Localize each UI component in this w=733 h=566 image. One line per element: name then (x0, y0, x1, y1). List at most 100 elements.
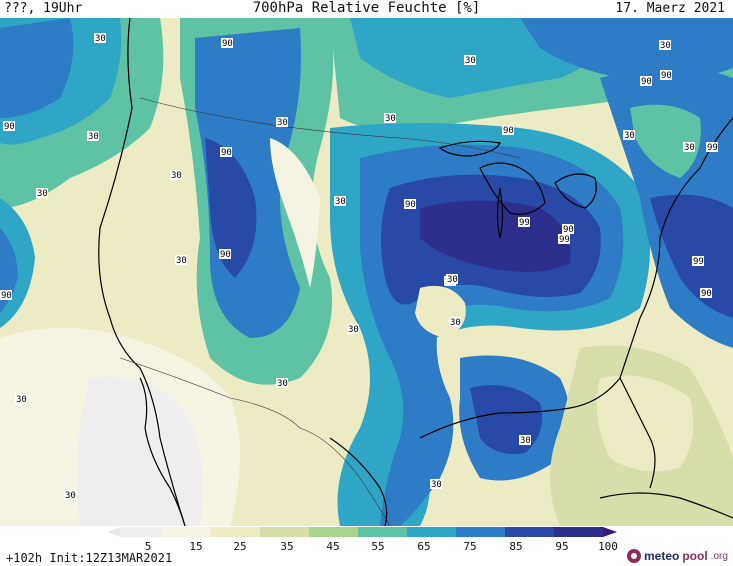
svg-text:30: 30 (95, 34, 106, 44)
svg-text:99: 99 (693, 257, 704, 267)
map-header: ???, 19Uhr 700hPa Relative Feuchte [%] 1… (0, 0, 733, 18)
svg-text:90: 90 (405, 200, 416, 210)
svg-text:30: 30 (660, 41, 671, 51)
coastlines (98, 18, 733, 526)
svg-text:30: 30 (447, 275, 458, 285)
legend-swatch (505, 527, 554, 537)
contour-label: 90 (660, 70, 672, 81)
legend-swatch (211, 527, 260, 537)
legend-tick: 35 (280, 540, 294, 553)
contour-label: 30 (36, 188, 48, 199)
contour-label: 30 (15, 394, 27, 405)
contour-labels: 30 90 30 30 90 30 30 30 30 30 30 90 99 3… (0, 33, 718, 501)
legend-swatch (260, 527, 309, 537)
legend-arrow-high (603, 527, 617, 537)
legend-tick: 55 (371, 540, 385, 553)
contour-label: 90 (3, 121, 15, 132)
svg-text:90: 90 (563, 225, 574, 235)
legend-swatch (407, 527, 456, 537)
forecast-run-info: +102h Init:12Z13MAR2021 (6, 551, 173, 565)
legend-swatch (162, 527, 211, 537)
svg-text:30: 30 (348, 325, 359, 335)
svg-text:90: 90 (503, 126, 514, 136)
saturated-core-central (420, 200, 571, 272)
contour-label: 90 (640, 76, 652, 87)
svg-text:30: 30 (37, 189, 48, 199)
contour-label: 30 (464, 55, 476, 66)
contour-label: 30 (519, 435, 531, 446)
svg-text:30: 30 (171, 171, 182, 181)
svg-text:99: 99 (559, 235, 570, 245)
dry-area-southeast (596, 375, 694, 472)
contour-label: 90 (221, 38, 233, 49)
contour-label: 99 (518, 217, 530, 228)
svg-text:30: 30 (16, 395, 27, 405)
humidity-map[interactable]: 30 90 30 30 90 30 30 30 30 30 30 90 99 3… (0, 18, 733, 526)
legend-swatch (309, 527, 358, 537)
meteopool-logo[interactable]: meteo pool .org (627, 548, 728, 564)
contour-label: 30 (430, 479, 442, 490)
legend-tick: 5 (144, 540, 152, 553)
map-title: 700hPa Relative Feuchte [%] (252, 0, 481, 16)
svg-text:90: 90 (701, 289, 712, 299)
logo-accent: pool (682, 549, 708, 563)
legend-swatch (358, 527, 407, 537)
color-legend: 5 15 25 35 45 55 65 75 85 95 100 +102h I… (0, 526, 733, 566)
svg-text:90: 90 (220, 250, 231, 260)
contour-label: 90 (220, 147, 232, 158)
very-humid-east-coast (650, 194, 733, 318)
svg-text:90: 90 (221, 148, 232, 158)
svg-text:30: 30 (277, 379, 288, 389)
contour-label: 30 (683, 142, 695, 153)
contour-label: 30 (446, 274, 458, 285)
valid-time-label: ???, 19Uhr (4, 1, 83, 16)
logo-icon (627, 549, 641, 563)
very-humid-rockies (205, 138, 257, 278)
svg-text:30: 30 (450, 318, 461, 328)
moist-area-northeast (630, 104, 701, 178)
legend-tick: 25 (233, 540, 247, 553)
svg-text:30: 30 (65, 491, 76, 501)
svg-text:90: 90 (222, 39, 233, 49)
dry-slot-plains (270, 138, 320, 288)
contour-label: 30 (384, 113, 396, 124)
svg-text:30: 30 (277, 118, 288, 128)
contour-label: 90 (700, 288, 712, 299)
legend-swatch (554, 527, 603, 537)
legend-tick: 85 (509, 540, 523, 553)
legend-tick: 75 (463, 540, 477, 553)
contour-label: 90 (219, 249, 231, 260)
legend-colorbar (108, 527, 617, 537)
legend-tick: 15 (189, 540, 203, 553)
svg-text:99: 99 (519, 218, 530, 228)
svg-text:30: 30 (465, 56, 476, 66)
contour-label: 90 (562, 224, 574, 235)
contour-label: 30 (334, 196, 346, 207)
contour-label: 30 (276, 117, 288, 128)
svg-text:30: 30 (520, 436, 531, 446)
contour-label: 30 (87, 131, 99, 142)
svg-text:30: 30 (88, 132, 99, 142)
legend-tick: 45 (326, 540, 340, 553)
contour-label: 99 (558, 234, 570, 245)
contour-label: 30 (175, 255, 187, 266)
legend-arrow-low (108, 527, 120, 537)
driest-area (76, 376, 204, 526)
contour-label: 99 (706, 142, 718, 153)
svg-text:30: 30 (335, 197, 346, 207)
legend-swatch (456, 527, 505, 537)
borders (119, 97, 521, 526)
legend-tick: 95 (555, 540, 569, 553)
contour-label: 90 (502, 125, 514, 136)
svg-text:30: 30 (684, 143, 695, 153)
svg-text:90: 90 (1, 291, 12, 301)
humidity-map-canvas: 30 90 30 30 90 30 30 30 30 30 30 90 99 3… (0, 18, 733, 526)
contour-label: 30 (659, 40, 671, 51)
svg-text:90: 90 (4, 122, 15, 132)
contour-label: 30 (170, 170, 182, 181)
contour-label: 30 (623, 130, 635, 141)
valid-date-label: 17. Maerz 2021 (615, 1, 725, 16)
legend-tick: 65 (417, 540, 431, 553)
contour-label: 30 (449, 317, 461, 328)
contour-label: 90 (0, 290, 12, 301)
